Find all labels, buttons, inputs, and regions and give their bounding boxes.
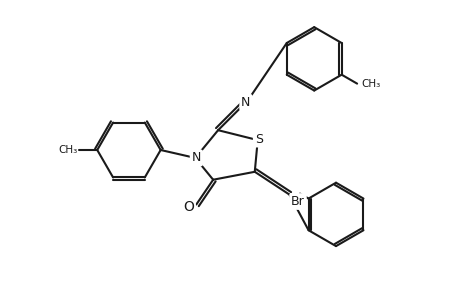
Text: Br: Br	[291, 195, 304, 208]
Text: N: N	[241, 96, 250, 109]
Text: O: O	[183, 200, 193, 214]
Text: N: N	[191, 152, 201, 164]
Text: CH₃: CH₃	[58, 145, 77, 155]
Text: S: S	[254, 133, 262, 146]
Text: CH₃: CH₃	[360, 79, 380, 88]
